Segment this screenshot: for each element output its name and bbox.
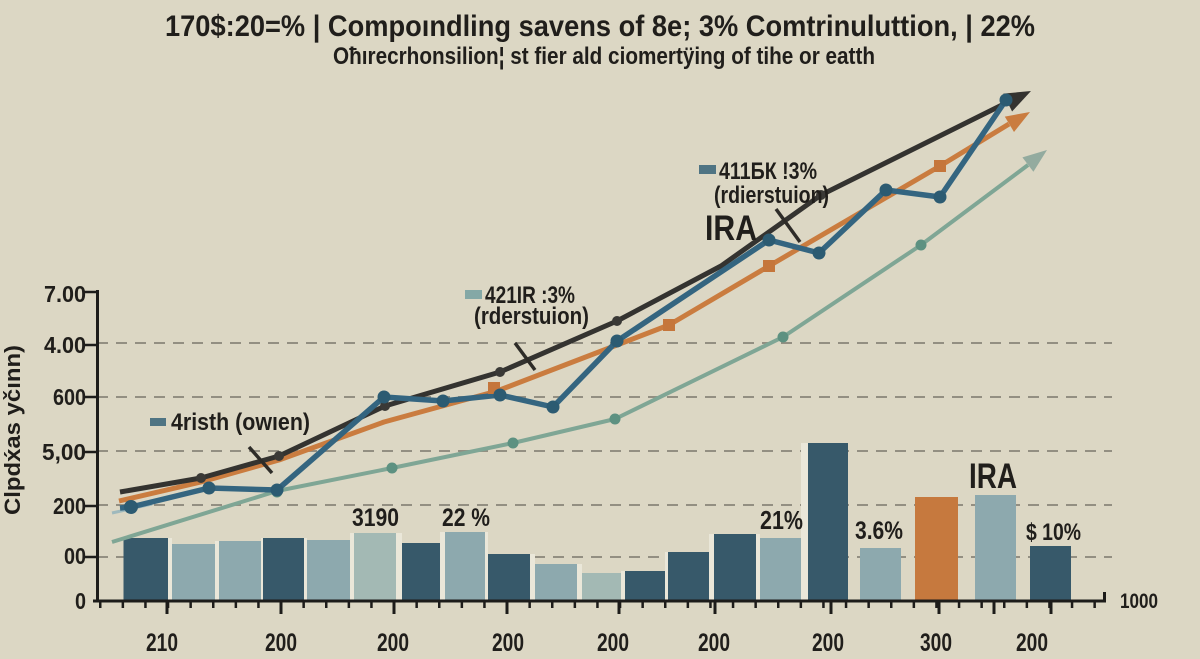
svg-text:21%: 21%	[760, 505, 803, 535]
svg-text:421IR :3%: 421IR :3%	[485, 282, 575, 309]
svg-text:200: 200	[377, 629, 409, 654]
svg-text:7.00: 7.00	[44, 281, 86, 307]
svg-text:300: 300	[920, 629, 952, 654]
svg-text:0: 0	[75, 588, 86, 614]
svg-text:411БК !3%: 411БК !3%	[719, 158, 817, 185]
svg-text:200: 200	[492, 629, 524, 654]
svg-text:210: 210	[146, 629, 178, 654]
svg-text:200: 200	[265, 629, 297, 654]
svg-text:170$:20=% | Compoındling saven: 170$:20=% | Compoındling savens of 8e; 3…	[165, 10, 1035, 43]
svg-text:IRA: IRA	[705, 209, 757, 248]
svg-text:(rdierstuion): (rdierstuion)	[714, 182, 829, 209]
svg-text:3.6%: 3.6%	[855, 517, 903, 545]
svg-text:600: 600	[53, 384, 86, 410]
svg-text:200: 200	[1016, 629, 1048, 654]
svg-text:IRA: IRA	[969, 457, 1017, 496]
svg-text:5,00: 5,00	[42, 439, 86, 465]
svg-text:Clpdx́as yčınn): Clpdx́as yčınn)	[0, 345, 25, 515]
svg-text:4.00: 4.00	[44, 332, 86, 358]
svg-text:00: 00	[64, 543, 86, 569]
svg-text:200: 200	[812, 629, 844, 654]
svg-text:200: 200	[698, 629, 730, 654]
svg-text:4risth (owıen): 4risth (owıen)	[171, 409, 310, 436]
svg-text:1000: 1000	[1120, 590, 1158, 613]
svg-text:$ 10%: $ 10%	[1026, 519, 1081, 546]
svg-text:Oħırecrhonsilion¦ st fier ald: Oħırecrhonsilion¦ st fier ald ciomertÿin…	[333, 43, 875, 70]
svg-text:22 %: 22 %	[442, 504, 490, 532]
svg-text:200: 200	[53, 493, 86, 519]
svg-text:200: 200	[597, 629, 629, 654]
svg-text:(rderstuion): (rderstuion)	[474, 303, 589, 330]
svg-text:3190: 3190	[352, 504, 399, 532]
